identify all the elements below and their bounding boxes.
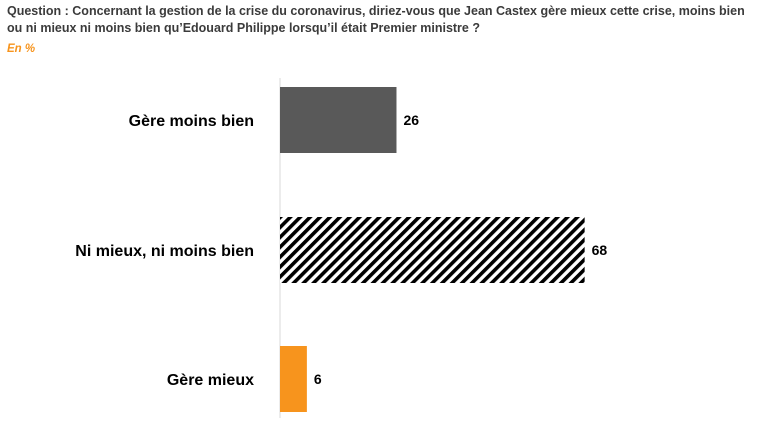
bar xyxy=(280,346,307,412)
value-label: 68 xyxy=(592,242,608,258)
category-label: Gère mieux xyxy=(167,372,254,389)
value-label: 26 xyxy=(403,112,419,128)
question-text: Question : Concernant la gestion de la c… xyxy=(7,4,745,35)
bar xyxy=(280,87,397,153)
category-label: Ni mieux, ni moins bien xyxy=(75,243,254,260)
value-label: 6 xyxy=(314,371,322,387)
category-label: Gère moins bien xyxy=(129,113,254,130)
unit-label: En % xyxy=(7,43,36,55)
bar xyxy=(280,217,585,283)
